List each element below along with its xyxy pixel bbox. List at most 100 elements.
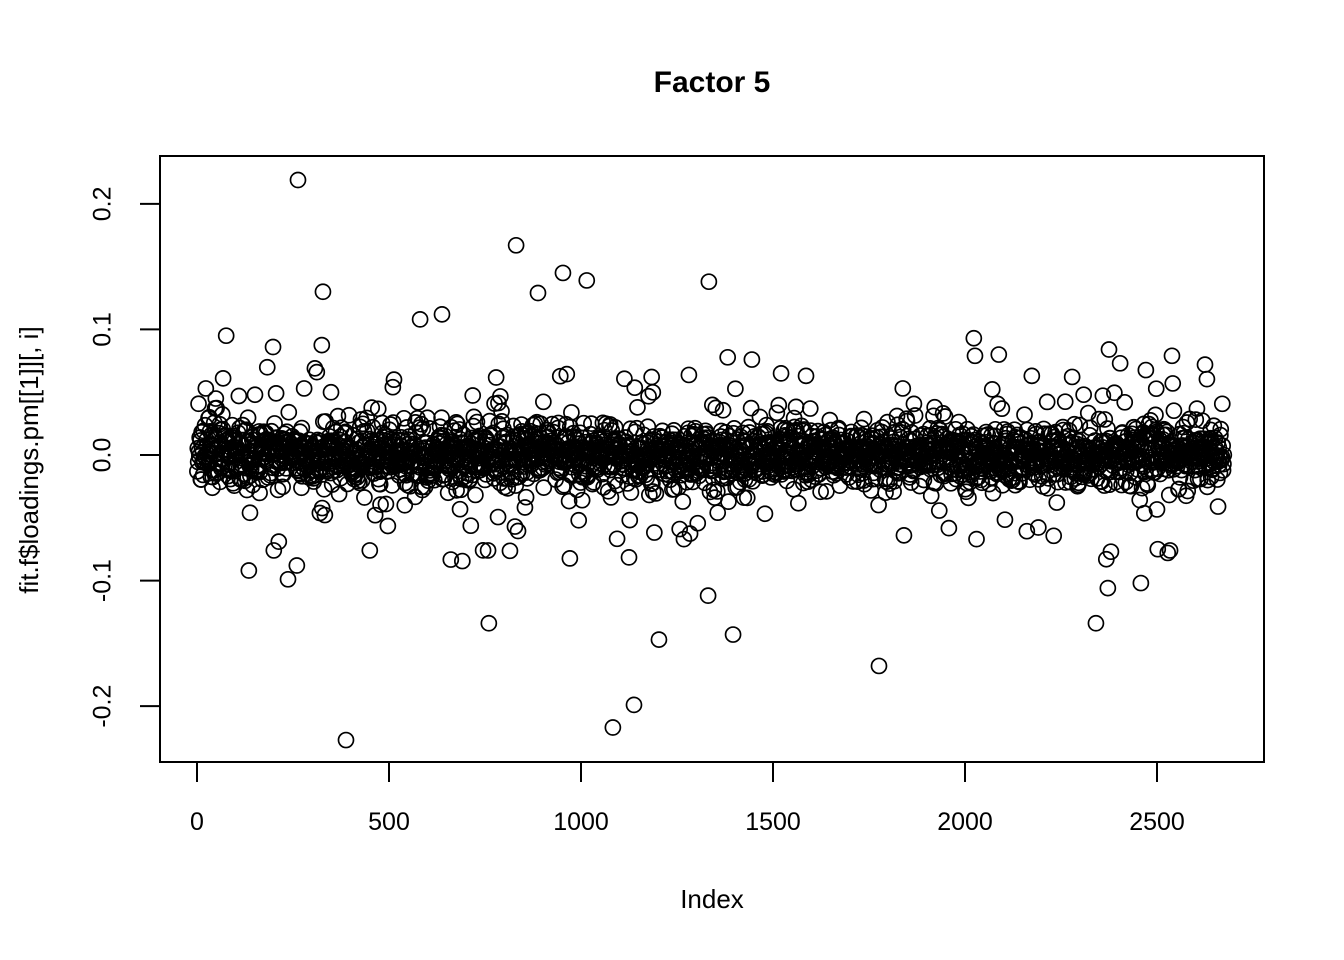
data-point <box>1215 455 1232 473</box>
data-point <box>190 395 207 413</box>
data-point <box>1056 393 1074 411</box>
data-point <box>772 365 790 382</box>
data-point <box>509 522 527 540</box>
data-point <box>714 401 732 419</box>
data-point <box>1075 386 1093 404</box>
y-tick-label: -0.1 <box>89 559 117 602</box>
data-point <box>870 496 887 514</box>
data-point <box>363 399 381 416</box>
data-point <box>1029 519 1047 536</box>
data-point <box>464 387 482 404</box>
data-point <box>684 473 702 491</box>
data-point <box>267 384 285 402</box>
data-point <box>789 494 807 512</box>
data-point <box>1165 402 1183 420</box>
data-point <box>361 542 379 559</box>
data-point <box>643 368 661 386</box>
plot-border <box>159 155 1265 763</box>
data-point <box>487 369 505 386</box>
data-point <box>462 517 480 535</box>
x-axis-title: Index <box>680 884 744 914</box>
data-point <box>620 549 638 566</box>
data-point <box>270 533 288 550</box>
data-point <box>723 462 741 480</box>
data-point <box>757 424 775 442</box>
data-point <box>1179 482 1197 500</box>
data-point <box>1215 446 1233 464</box>
data-point <box>644 383 662 401</box>
data-point <box>1196 356 1214 373</box>
data-point <box>295 380 313 397</box>
y-tick-label: 0.0 <box>89 438 117 473</box>
data-point <box>507 236 525 254</box>
data-point <box>1117 473 1135 491</box>
data-point <box>207 390 225 407</box>
x-tick-label: 1000 <box>553 808 609 836</box>
data-point <box>501 542 519 560</box>
data-point <box>425 471 443 489</box>
data-point <box>558 365 576 383</box>
data-point <box>674 493 692 510</box>
data-point <box>650 631 668 648</box>
data-point <box>889 416 907 434</box>
data-point <box>930 502 948 519</box>
data-point <box>645 524 663 541</box>
data-point <box>197 380 215 397</box>
data-point <box>239 409 257 427</box>
data-point <box>960 489 977 507</box>
data-point <box>395 409 413 427</box>
data-point <box>968 530 985 548</box>
data-point <box>474 542 492 559</box>
data-point <box>516 499 534 516</box>
data-point <box>480 614 498 632</box>
data-point <box>1164 375 1182 392</box>
data-point <box>340 406 358 424</box>
data-point <box>870 657 888 675</box>
data-point <box>288 557 306 574</box>
data-point <box>1163 347 1181 365</box>
data-point <box>535 393 552 411</box>
data-point <box>316 506 334 524</box>
data-point <box>894 380 912 397</box>
data-point <box>675 530 693 548</box>
data-point <box>549 414 567 432</box>
data-point <box>983 381 1001 398</box>
data-point <box>551 367 569 385</box>
data-point <box>1187 411 1205 428</box>
data-point <box>489 508 507 526</box>
data-point <box>1063 368 1081 386</box>
data-point <box>1023 367 1041 385</box>
data-point <box>1087 614 1105 632</box>
data-point <box>906 407 924 424</box>
data-point <box>738 489 756 507</box>
data-point <box>990 346 1008 363</box>
x-tick-label: 1500 <box>745 808 801 836</box>
data-point <box>986 420 1004 438</box>
data-point <box>926 398 944 416</box>
data-point <box>768 404 786 422</box>
data-point <box>1149 540 1167 558</box>
data-point <box>1132 574 1150 592</box>
y-tick-label: 0.2 <box>89 186 117 221</box>
data-point <box>885 472 903 490</box>
data-point <box>560 492 578 510</box>
data-point <box>680 366 698 384</box>
data-point <box>433 409 450 427</box>
data-point <box>493 402 510 420</box>
data-point <box>322 383 340 401</box>
data-point <box>936 408 954 425</box>
data-point <box>280 403 298 421</box>
data-point <box>314 283 332 301</box>
data-point <box>1159 544 1177 562</box>
data-point <box>240 562 258 579</box>
data-point <box>1212 426 1229 444</box>
x-tick-label: 500 <box>368 808 410 836</box>
x-tick-label: 0 <box>190 808 204 836</box>
data-point <box>1011 473 1028 491</box>
data-point <box>453 552 471 570</box>
data-point <box>993 400 1011 418</box>
data-point <box>1096 411 1114 428</box>
data-point <box>330 485 348 503</box>
data-point <box>1148 501 1166 518</box>
data-point <box>812 483 829 501</box>
